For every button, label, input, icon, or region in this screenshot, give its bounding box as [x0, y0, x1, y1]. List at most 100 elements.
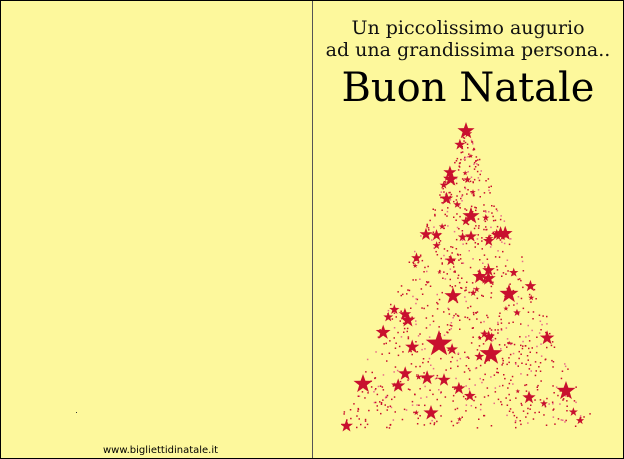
- sparkle: [476, 163, 478, 165]
- sparkle: [519, 278, 521, 280]
- sparkle: [423, 424, 426, 426]
- star-icon: [398, 307, 412, 320]
- sparkle: [356, 426, 358, 429]
- star-icon: [443, 165, 457, 179]
- sparkle: [394, 366, 397, 368]
- sparkle: [539, 362, 542, 364]
- sparkle: [389, 405, 392, 407]
- sparkle: [475, 207, 477, 209]
- sparkle: [452, 424, 455, 427]
- sparkle: [486, 314, 488, 317]
- sparkle: [490, 376, 492, 378]
- sparkle: [467, 171, 469, 173]
- sparkle: [483, 228, 485, 231]
- sparkle: [479, 196, 481, 198]
- sparkle: [507, 342, 509, 344]
- sparkle: [469, 369, 471, 372]
- sparkle: [357, 407, 359, 410]
- sparkle: [484, 266, 486, 268]
- sparkle: [375, 351, 377, 353]
- sparkle: [461, 239, 464, 241]
- sparkle: [466, 316, 469, 319]
- sparkle: [480, 403, 482, 406]
- sparkle: [453, 216, 455, 218]
- sparkle: [483, 396, 486, 398]
- star-icon: [524, 279, 537, 292]
- sparkle: [420, 288, 423, 290]
- sparkle: [535, 351, 538, 354]
- sparkle: [413, 262, 415, 265]
- sparkle: [379, 385, 382, 387]
- sparkle: [496, 265, 498, 268]
- sparkle: [549, 332, 551, 335]
- sparkle: [463, 137, 466, 139]
- sparkle: [395, 342, 397, 344]
- star-icon: [474, 351, 485, 361]
- sparkle: [538, 411, 540, 413]
- sparkle: [495, 208, 498, 210]
- sparkle: [433, 226, 435, 228]
- sparkle: [461, 277, 463, 279]
- sparkle: [491, 205, 493, 207]
- sparkle: [452, 386, 454, 388]
- sparkle: [506, 338, 509, 340]
- sparkle: [515, 397, 517, 399]
- sparkle: [498, 344, 501, 346]
- sparkle: [468, 153, 470, 155]
- sparkle: [501, 241, 503, 243]
- sparkle: [461, 230, 464, 232]
- sparkle: [382, 399, 384, 401]
- sparkle: [477, 164, 480, 166]
- sparkle: [494, 337, 497, 340]
- sparkle: [491, 336, 493, 338]
- sparkle: [461, 200, 463, 202]
- sparkle: [473, 287, 475, 290]
- sparkle: [457, 274, 460, 277]
- sparkle: [478, 179, 481, 182]
- sparkle: [390, 303, 392, 306]
- sparkle: [454, 285, 457, 287]
- sparkle: [474, 246, 476, 248]
- star-icon: [430, 229, 443, 241]
- sparkle: [436, 398, 438, 401]
- sparkle: [426, 270, 428, 273]
- sparkle: [513, 304, 515, 306]
- sparkle: [464, 208, 466, 210]
- sparkle: [428, 357, 431, 360]
- sparkle: [450, 246, 452, 248]
- sparkle: [434, 215, 436, 217]
- sparkle: [506, 346, 508, 348]
- sparkle: [512, 289, 515, 292]
- sparkle: [553, 346, 556, 348]
- sparkle: [479, 259, 481, 261]
- sparkle: [542, 315, 544, 317]
- sparkle: [557, 394, 559, 397]
- sparkle: [365, 371, 367, 373]
- sparkle: [490, 296, 492, 299]
- sparkle: [407, 379, 409, 381]
- sparkle: [436, 254, 439, 256]
- star-icon: [412, 263, 418, 268]
- sparkle: [474, 367, 477, 370]
- sparkle: [360, 423, 362, 426]
- sparkle: [460, 197, 462, 200]
- sparkle: [541, 323, 543, 326]
- sparkle: [490, 329, 493, 331]
- star-icon: [462, 207, 480, 224]
- sparkle: [479, 377, 481, 380]
- sparkle: [448, 191, 450, 194]
- sparkle: [529, 364, 532, 366]
- greeting-line-2: ad una grandissima persona..: [325, 39, 611, 61]
- sparkle: [472, 327, 474, 329]
- sparkle: [475, 406, 477, 409]
- sparkle: [459, 215, 461, 218]
- star-icon: [497, 225, 513, 240]
- sparkle: [508, 382, 511, 385]
- sparkle: [438, 242, 441, 244]
- sparkle: [518, 350, 520, 353]
- star-icon: [375, 324, 391, 339]
- sparkle: [429, 324, 431, 326]
- sparkle: [509, 353, 512, 356]
- sparkle: [403, 408, 406, 411]
- sparkle: [439, 194, 441, 196]
